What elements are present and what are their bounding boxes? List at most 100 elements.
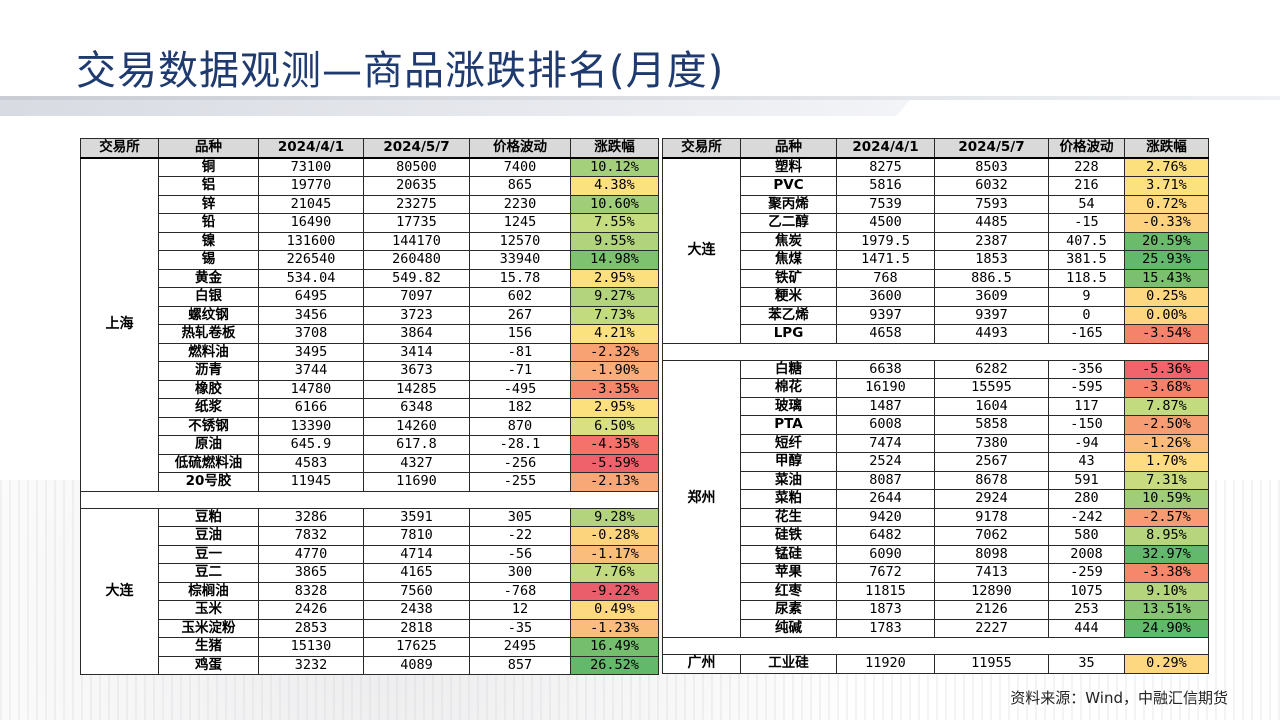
commodity-cell: 玉米淀粉 xyxy=(158,618,259,638)
price-date1-cell: 3495 xyxy=(258,342,364,362)
price-change-cell: 0 xyxy=(1048,305,1125,325)
price-date2-cell: 2924 xyxy=(934,489,1049,509)
price-change-cell: 300 xyxy=(469,563,571,583)
header-date2: 2024/5/7 xyxy=(363,138,470,159)
price-date2-cell: 3609 xyxy=(934,287,1049,307)
price-change-cell: 407.5 xyxy=(1048,231,1125,251)
title-bar xyxy=(0,100,910,116)
price-change-cell: 865 xyxy=(469,176,571,196)
price-date1-cell: 19770 xyxy=(258,176,364,196)
commodity-cell: LPG xyxy=(740,324,837,344)
table-row: 热轧卷板 3708 3864 156 4.21% xyxy=(81,324,659,344)
pct-change-cell: 7.73% xyxy=(570,305,659,325)
price-date1-cell: 11945 xyxy=(258,472,364,492)
pct-change-cell: 2.95% xyxy=(570,268,659,288)
table-row: 铅 16490 17735 1245 7.55% xyxy=(81,213,659,233)
price-change-cell: 305 xyxy=(469,507,571,527)
price-date1-cell: 6495 xyxy=(258,287,364,307)
price-change-cell: 1075 xyxy=(1048,581,1125,601)
pct-change-cell: -0.33% xyxy=(1124,213,1209,233)
header-date1: 2024/4/1 xyxy=(836,138,935,159)
price-date1-cell: 7832 xyxy=(258,526,364,546)
price-change-cell: 1245 xyxy=(469,213,571,233)
pct-change-cell: 0.72% xyxy=(1124,194,1209,214)
price-change-cell: -22 xyxy=(469,526,571,546)
table-row: 镍 131600 144170 12570 9.55% xyxy=(81,231,659,251)
price-date1-cell: 2853 xyxy=(258,618,364,638)
pct-change-cell: 24.90% xyxy=(1124,618,1209,638)
commodity-cell: 粳米 xyxy=(740,287,837,307)
price-date1-cell: 9420 xyxy=(836,507,935,527)
price-change-cell: -28.1 xyxy=(469,435,571,455)
commodity-cell: 塑料 xyxy=(740,157,837,177)
exchange-cell: 大连 xyxy=(662,157,741,344)
price-change-cell: 2230 xyxy=(469,194,571,214)
price-date1-cell: 3708 xyxy=(258,324,364,344)
price-date1-cell: 645.9 xyxy=(258,435,364,455)
price-date1-cell: 6090 xyxy=(836,544,935,564)
price-change-cell: 118.5 xyxy=(1048,268,1125,288)
table-row: 铝 19770 20635 865 4.38% xyxy=(81,176,659,196)
commodity-cell: 玉米 xyxy=(158,600,259,620)
pct-change-cell: -0.28% xyxy=(570,526,659,546)
price-date1-cell: 6008 xyxy=(836,415,935,435)
header-commodity: 品种 xyxy=(740,138,837,159)
price-date2-cell: 2438 xyxy=(363,600,470,620)
price-date2-cell: 3864 xyxy=(363,324,470,344)
price-date1-cell: 13390 xyxy=(258,416,364,436)
price-change-cell: -256 xyxy=(469,453,571,473)
commodity-cell: PTA xyxy=(740,415,837,435)
table-row: 橡胶 14780 14285 -495 -3.35% xyxy=(81,379,659,399)
price-change-cell: -259 xyxy=(1048,563,1125,583)
pct-change-cell: -1.23% xyxy=(570,618,659,638)
price-date1-cell: 6482 xyxy=(836,526,935,546)
price-date2-cell: 8678 xyxy=(934,470,1049,490)
separator-cell xyxy=(80,490,659,509)
pct-change-cell: 9.55% xyxy=(570,231,659,251)
commodity-cell: 生猪 xyxy=(158,637,259,657)
price-date1-cell: 3286 xyxy=(258,507,364,527)
commodity-cell: 尿素 xyxy=(740,600,837,620)
price-change-cell: 280 xyxy=(1048,489,1125,509)
pct-change-cell: 0.49% xyxy=(570,600,659,620)
price-date2-cell: 617.8 xyxy=(363,435,470,455)
price-change-cell: 15.78 xyxy=(469,268,571,288)
table-row: 硅铁 6482 7062 580 8.95% xyxy=(663,526,1209,546)
commodity-cell: 红枣 xyxy=(740,581,837,601)
pct-change-cell: 20.59% xyxy=(1124,231,1209,251)
pct-change-cell: 15.43% xyxy=(1124,268,1209,288)
table-row: 大连 豆粕 3286 3591 305 9.28% xyxy=(80,507,659,675)
separator-cell xyxy=(662,637,1209,655)
price-change-cell: 156 xyxy=(469,324,571,344)
price-date2-cell: 14285 xyxy=(363,379,470,399)
commodity-cell: 白银 xyxy=(158,287,259,307)
price-date2-cell: 4327 xyxy=(363,453,470,473)
pct-change-cell: 13.51% xyxy=(1124,600,1209,620)
header-exchange: 交易所 xyxy=(662,138,741,159)
price-change-cell: 591 xyxy=(1048,470,1125,490)
pct-change-cell: 9.28% xyxy=(570,507,659,527)
pct-change-cell: -9.22% xyxy=(570,581,659,601)
price-date2-cell: 1604 xyxy=(934,396,1049,416)
commodity-cell: 铝 xyxy=(158,176,259,196)
price-change-cell: 54 xyxy=(1048,194,1125,214)
price-change-cell: 228 xyxy=(1048,157,1125,177)
price-date2-cell: 7593 xyxy=(934,194,1049,214)
price-date2-cell: 4165 xyxy=(363,563,470,583)
price-date1-cell: 2644 xyxy=(836,489,935,509)
table-row: 棉花 16190 15595 -595 -3.68% xyxy=(663,378,1209,398)
table-row: 大连 塑料 8275 8503 228 2.76% xyxy=(662,157,1209,344)
pct-change-cell: 10.12% xyxy=(570,157,659,177)
table-row: 锡 226540 260480 33940 14.98% xyxy=(81,250,659,270)
pct-change-cell: 0.29% xyxy=(1124,654,1209,674)
price-change-cell: -356 xyxy=(1048,359,1125,379)
exchange-cell: 广州 xyxy=(662,654,741,674)
table-row: 菜油 8087 8678 591 7.31% xyxy=(663,470,1209,490)
price-date2-cell: 2227 xyxy=(934,618,1049,638)
price-change-cell: -242 xyxy=(1048,507,1125,527)
price-change-cell: -165 xyxy=(1048,324,1125,344)
exchange-cell: 大连 xyxy=(80,507,159,675)
table-row: 乙二醇 4500 4485 -15 -0.33% xyxy=(663,213,1209,233)
pct-change-cell: -5.36% xyxy=(1124,359,1209,379)
table-row: 锌 21045 23275 2230 10.60% xyxy=(81,194,659,214)
